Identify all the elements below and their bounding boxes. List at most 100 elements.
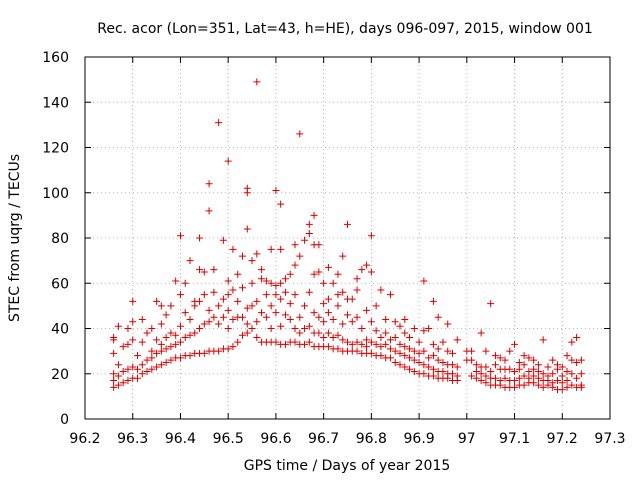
data-point <box>334 270 342 278</box>
data-point <box>234 270 242 278</box>
data-point <box>291 338 299 346</box>
data-point <box>439 338 447 346</box>
data-point <box>487 300 495 308</box>
y-tick-label: 20 <box>51 367 69 383</box>
data-point <box>386 345 394 353</box>
data-point <box>506 365 514 373</box>
data-point <box>482 347 490 355</box>
data-point <box>515 374 523 382</box>
data-point <box>315 329 323 337</box>
data-point <box>176 232 184 240</box>
data-point <box>391 318 399 326</box>
x-tick-labels: 96.2 96.3 96.4 96.5 96.6 96.7 96.8 96.9 97 97.1 97… <box>69 431 625 447</box>
data-point <box>382 329 390 337</box>
data-point <box>143 356 151 364</box>
data-point <box>186 331 194 339</box>
data-point <box>534 361 542 369</box>
data-point <box>229 286 237 294</box>
data-point <box>568 338 576 346</box>
data-point <box>539 336 547 344</box>
data-point <box>530 379 538 387</box>
data-point <box>129 318 137 326</box>
data-point <box>200 349 208 357</box>
data-point <box>138 338 146 346</box>
data-point <box>110 377 118 385</box>
data-point <box>534 367 542 375</box>
data-point <box>205 318 213 326</box>
data-point <box>401 329 409 337</box>
data-point <box>324 329 332 337</box>
data-point <box>568 356 576 364</box>
data-point <box>391 358 399 366</box>
data-point <box>425 354 433 362</box>
data-point <box>172 277 180 285</box>
x-tick-label: 96.2 <box>69 431 100 447</box>
data-point <box>324 263 332 271</box>
data-point <box>262 277 270 285</box>
data-point <box>396 349 404 357</box>
data-point <box>401 352 409 360</box>
y-tick-label: 160 <box>42 50 69 66</box>
data-point <box>334 331 342 339</box>
data-point <box>281 340 289 348</box>
data-point <box>143 329 151 337</box>
data-point <box>534 374 542 382</box>
data-point <box>429 365 437 373</box>
data-point <box>358 266 366 274</box>
data-point <box>196 297 204 305</box>
data-point <box>315 313 323 321</box>
data-point <box>134 365 141 373</box>
data-point <box>520 372 528 380</box>
data-point <box>334 302 342 310</box>
data-point <box>296 252 304 260</box>
data-point <box>549 356 557 364</box>
data-point <box>348 340 356 348</box>
data-point <box>358 340 366 348</box>
data-point <box>286 270 294 278</box>
data-point <box>429 340 437 348</box>
data-point <box>353 313 361 321</box>
data-point <box>229 343 237 351</box>
data-point <box>281 288 289 296</box>
data-point <box>344 338 351 346</box>
data-point <box>511 377 519 385</box>
data-point <box>420 370 428 378</box>
data-point <box>491 352 499 360</box>
y-tick-label: 100 <box>42 186 69 202</box>
data-point <box>315 241 323 249</box>
data-point <box>305 288 313 296</box>
data-point <box>329 334 337 342</box>
data-point <box>153 336 161 344</box>
data-point <box>320 318 328 326</box>
data-point <box>329 279 337 287</box>
data-point <box>401 363 409 371</box>
data-point <box>363 336 371 344</box>
data-point <box>444 347 452 355</box>
data-point <box>367 349 375 357</box>
data-point <box>410 367 418 375</box>
data-point <box>143 367 151 375</box>
data-point <box>344 311 351 319</box>
data-point <box>310 309 318 317</box>
data-point <box>539 383 547 391</box>
data-point <box>239 313 246 321</box>
data-point <box>157 302 165 310</box>
data-point <box>568 381 576 389</box>
data-point <box>119 367 127 375</box>
data-point <box>310 211 318 219</box>
data-point <box>253 297 261 305</box>
x-tick-label: 96.9 <box>404 431 435 447</box>
data-point <box>449 349 456 357</box>
data-point <box>200 291 208 299</box>
data-point <box>305 338 313 346</box>
x-tick-label: 97 <box>458 431 476 447</box>
data-point <box>243 320 251 328</box>
data-point <box>258 266 266 274</box>
data-point <box>429 352 437 360</box>
y-tick-label: 120 <box>42 141 69 157</box>
data-point <box>167 343 175 351</box>
data-point <box>167 329 175 337</box>
data-point <box>186 352 194 360</box>
data-point <box>511 383 519 391</box>
data-point <box>410 347 418 355</box>
